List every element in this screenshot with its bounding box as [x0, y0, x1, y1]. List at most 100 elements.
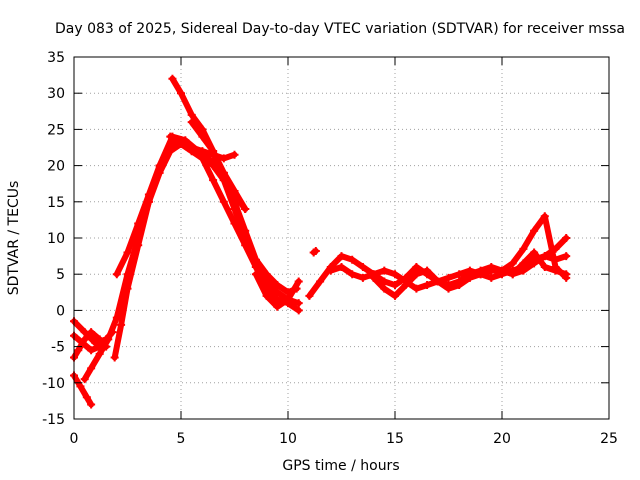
data-point	[230, 150, 239, 159]
data-point	[519, 244, 528, 253]
data-point	[465, 266, 474, 275]
y-tick-label: 35	[47, 50, 65, 66]
data-point	[412, 262, 421, 271]
data-point	[305, 291, 314, 300]
y-tick-label: -10	[42, 376, 65, 392]
data-point	[273, 302, 282, 311]
chart-title: Day 083 of 2025, Sidereal Day-to-day VTE…	[55, 21, 625, 37]
data-point	[166, 132, 175, 141]
data-point	[391, 281, 399, 290]
data-point	[209, 176, 218, 185]
data-point	[144, 190, 153, 199]
x-axis-label: GPS time / hours	[282, 458, 399, 474]
data-point	[358, 262, 367, 271]
data-point	[455, 281, 464, 290]
y-tick-label: 5	[56, 267, 65, 283]
data-point	[87, 328, 96, 337]
data-point	[380, 266, 389, 275]
x-tick-label: 25	[600, 431, 618, 447]
x-tick-label: 0	[70, 431, 79, 447]
data-point	[262, 291, 271, 300]
data-point	[294, 277, 303, 286]
data-point	[337, 252, 346, 261]
data-point	[465, 273, 474, 282]
data-point	[508, 259, 517, 268]
data-point	[498, 266, 506, 275]
data-point	[380, 277, 389, 286]
data-point	[187, 118, 196, 127]
data-point	[241, 205, 250, 214]
data-point	[112, 270, 121, 279]
data-point	[423, 266, 432, 275]
data-point	[540, 262, 549, 271]
data-point	[311, 247, 320, 256]
data-point	[551, 266, 560, 275]
y-tick-label: 30	[47, 86, 65, 102]
data-point	[562, 252, 571, 261]
data-point	[251, 255, 260, 264]
data-point	[241, 226, 250, 235]
data-point	[337, 262, 346, 271]
y-tick-label: 15	[47, 195, 65, 211]
data-point	[487, 273, 496, 282]
y-tick-label: -15	[42, 412, 65, 428]
data-point	[80, 375, 89, 384]
x-tick-label: 10	[279, 431, 297, 447]
data-point	[326, 266, 335, 275]
trace-track-10	[167, 133, 249, 212]
data-point	[412, 284, 421, 293]
data-point	[104, 335, 113, 344]
y-tick-label: -5	[51, 340, 65, 356]
data-point	[82, 393, 91, 402]
data-point	[433, 277, 442, 286]
data-point	[391, 291, 399, 300]
data-point	[230, 186, 239, 195]
data-point	[358, 273, 367, 282]
data-point	[166, 143, 175, 152]
x-tick-label: 20	[493, 431, 511, 447]
data-point	[177, 89, 185, 98]
data-point	[87, 364, 96, 373]
x-axis: 0 5 10 15 20 25	[70, 57, 618, 447]
data-point	[219, 168, 228, 177]
data-point	[80, 335, 89, 344]
data-point	[380, 284, 389, 293]
x-tick-label: 5	[177, 431, 186, 447]
data-point	[95, 349, 104, 358]
data-point	[562, 234, 571, 242]
data-point	[273, 281, 282, 290]
data-point	[251, 270, 260, 279]
y-tick-label: 0	[56, 303, 65, 319]
y-axis-label: SDTVAR / TECUs	[6, 181, 22, 296]
data-point	[508, 270, 517, 279]
data-point	[187, 110, 196, 119]
data-point	[273, 288, 282, 297]
data-point	[117, 320, 126, 329]
data-point	[294, 306, 303, 315]
data-point	[530, 248, 539, 257]
data-point	[198, 132, 207, 141]
data-point	[444, 273, 453, 282]
data-point	[219, 197, 228, 206]
trace-track-3	[71, 332, 103, 354]
data-point	[519, 259, 528, 268]
data-point	[230, 197, 239, 206]
data-point	[134, 241, 143, 250]
data-point	[540, 212, 549, 221]
data-point	[134, 219, 143, 228]
data-point	[562, 270, 571, 279]
data-point	[123, 284, 132, 293]
data-point	[177, 139, 185, 148]
data-point	[123, 248, 132, 257]
data-point	[87, 346, 96, 355]
data-point	[530, 226, 539, 235]
data-point	[348, 270, 357, 279]
data-point	[155, 161, 164, 170]
y-tick-label: 25	[47, 122, 65, 138]
y-axis: -15 -10 -5 0 5 10 15 20 25 30 35	[42, 50, 609, 428]
data-point	[168, 74, 177, 83]
y-tick-label: 10	[47, 231, 65, 247]
data-point	[348, 255, 357, 264]
data-point	[444, 284, 453, 293]
